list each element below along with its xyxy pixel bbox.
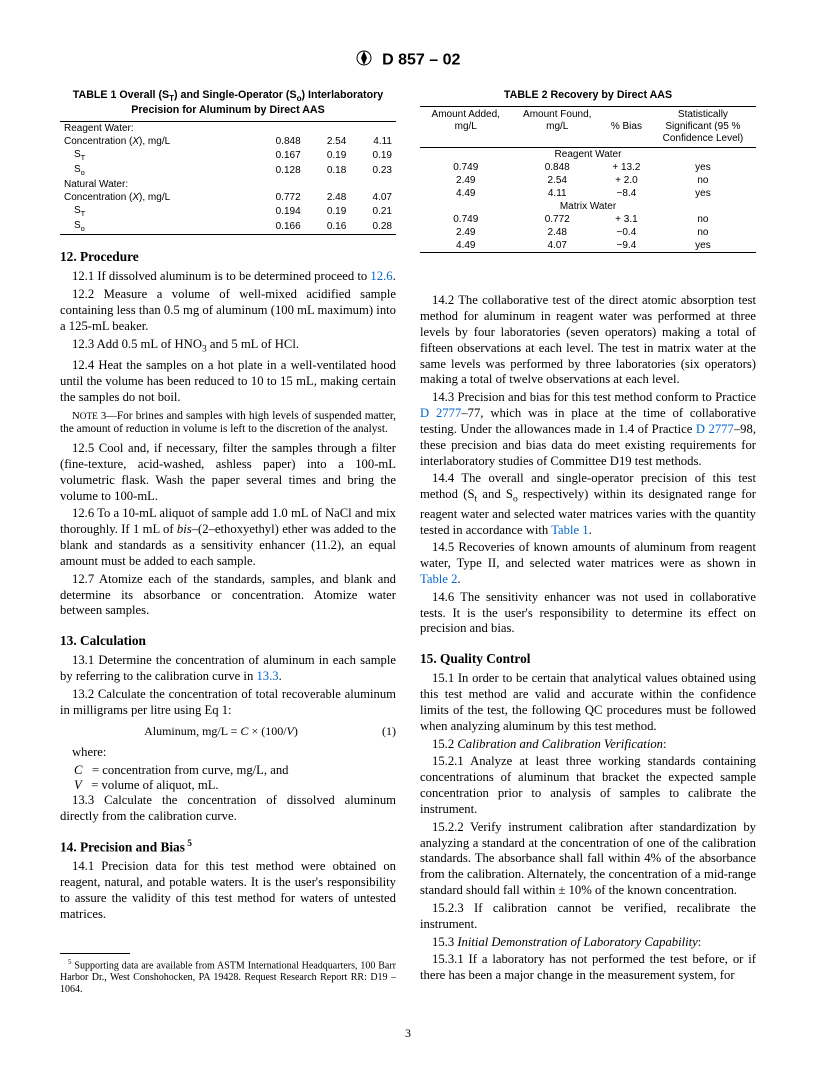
p15.2.3: 15.2.3 If calibration cannot be verified… <box>420 901 756 933</box>
p15.2.2: 15.2.2 Verify instrument calibration aft… <box>420 820 756 899</box>
designation: D 857 – 02 <box>382 52 460 69</box>
table2: Amount Added,mg/L Amount Found,mg/L % Bi… <box>420 106 756 253</box>
page-number: 3 <box>60 1026 756 1041</box>
p12.1: 12.1 If dissolved aluminum is to be dete… <box>60 269 396 285</box>
link-12.6[interactable]: 12.6 <box>370 269 392 283</box>
p13.1: 13.1 Determine the concentration of alum… <box>60 653 396 685</box>
p15.2.1: 15.2.1 Analyze at least three working st… <box>420 754 756 817</box>
note3: NOTE 3—For brines and samples with high … <box>60 410 396 437</box>
s15-heading: 15. Quality Control <box>420 651 756 667</box>
p14.3: 14.3 Precision and bias for this test me… <box>420 390 756 469</box>
link-table1[interactable]: Table 1 <box>551 523 588 537</box>
p14.6: 14.6 The sensitivity enhancer was not us… <box>420 590 756 637</box>
where: where: <box>60 745 396 761</box>
s12-heading: 12. Procedure <box>60 249 396 265</box>
s13-heading: 13. Calculation <box>60 633 396 649</box>
p12.5: 12.5 Cool and, if necessary, filter the … <box>60 441 396 504</box>
p12.3: 12.3 Add 0.5 mL of HNO3 and 5 mL of HCl. <box>60 337 396 356</box>
p14.5: 14.5 Recoveries of known amounts of alum… <box>420 540 756 587</box>
p12.6: 12.6 To a 10-mL aliquot of sample add 1.… <box>60 506 396 569</box>
p12.2: 12.2 Measure a volume of well-mixed acid… <box>60 287 396 334</box>
s14-heading: 14. Precision and Bias 5 <box>60 839 396 855</box>
p15.3: 15.3 Initial Demonstration of Laboratory… <box>420 935 756 951</box>
footnote-5: 5 Supporting data are available from AST… <box>60 958 396 996</box>
table1: Reagent Water: Concentration (X), mg/L 0… <box>60 121 396 235</box>
link-d2777-a[interactable]: D 2777 <box>420 406 461 420</box>
page-header: D 857 – 02 <box>60 50 756 71</box>
p12.7: 12.7 Atomize each of the standards, samp… <box>60 572 396 619</box>
p13.2: 13.2 Calculate the concentration of tota… <box>60 687 396 719</box>
p14.2: 14.2 The collaborative test of the direc… <box>420 293 756 388</box>
link-13.3[interactable]: 13.3 <box>256 669 278 683</box>
p15.1: 15.1 In order to be certain that analyti… <box>420 671 756 734</box>
p12.4: 12.4 Heat the samples on a hot plate in … <box>60 358 396 405</box>
def-c: C = concentration from curve, mg/L, and <box>74 763 396 778</box>
p15.3.1: 15.3.1 If a laboratory has not performed… <box>420 952 756 984</box>
equation-1: Aluminum, mg/L = C × (100/V) (1) <box>60 724 396 739</box>
astm-logo <box>356 50 372 71</box>
p15.2: 15.2 Calibration and Calibration Verific… <box>420 737 756 753</box>
footnote-separator <box>60 953 130 954</box>
p14.4: 14.4 The overall and single-operator pre… <box>420 471 756 538</box>
table2-title: TABLE 2 Recovery by Direct AAS <box>420 89 756 102</box>
link-d2777-b[interactable]: D 2777 <box>696 422 734 436</box>
table1-title: TABLE 1 Overall (ST) and Single-Operator… <box>60 89 396 117</box>
p13.3: 13.3 Calculate the concentration of diss… <box>60 793 396 825</box>
def-v: V = volume of aliquot, mL. <box>74 778 396 793</box>
p14.1: 14.1 Precision data for this test method… <box>60 859 396 922</box>
link-table2[interactable]: Table 2 <box>420 572 457 586</box>
